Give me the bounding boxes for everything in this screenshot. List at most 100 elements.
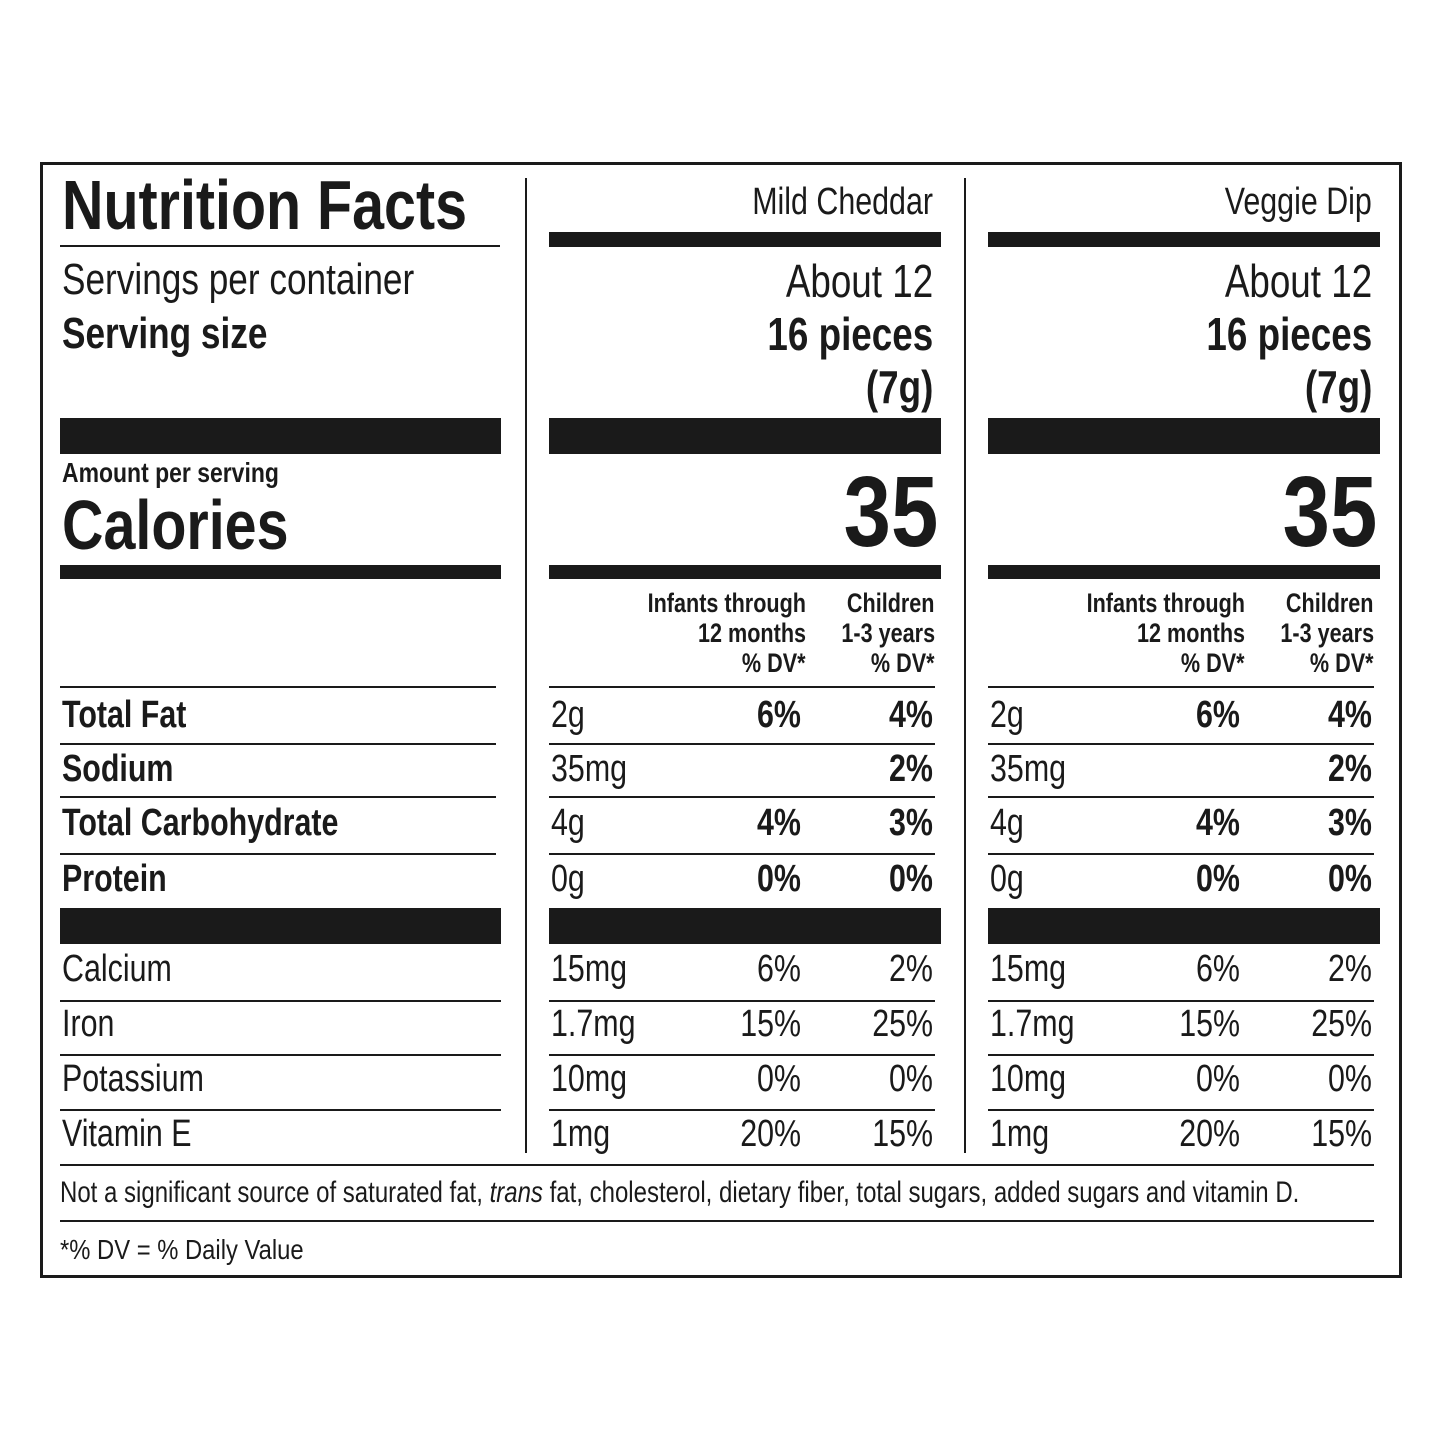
divider [988, 743, 1374, 745]
serving-size-value: 16 pieces [1206, 308, 1372, 360]
divider [549, 743, 935, 745]
product-name: Mild Cheddar [752, 181, 933, 223]
thick-divider [988, 418, 1380, 454]
nutrient-amount: 1mg [551, 1113, 611, 1155]
dv-children: 25% [1311, 1003, 1372, 1045]
dv-infants: 4% [757, 802, 801, 844]
dv-footnote: *% DV = % Daily Value [60, 1234, 304, 1265]
divider [60, 1164, 1374, 1166]
dv-header-infants: % DV* [742, 648, 806, 678]
servings-value: About 12 [1224, 255, 1372, 307]
nutrient-amount: 1.7mg [551, 1003, 636, 1045]
nutrient-amount: 1.7mg [990, 1003, 1075, 1045]
dv-children: 25% [872, 1003, 933, 1045]
nutrient-name: Sodium [62, 748, 174, 790]
divider [60, 796, 496, 798]
product-name: Veggie Dip [1224, 181, 1372, 223]
nutrient-amount: 2g [551, 694, 585, 736]
nutrient-amount: 35mg [551, 748, 628, 790]
dv-infants: 15% [740, 1003, 801, 1045]
divider [988, 853, 1374, 855]
dv-children: 2% [1328, 948, 1372, 990]
dv-header-infants: 12 months [1136, 618, 1245, 648]
calories-value: 35 [843, 456, 938, 568]
thick-divider [60, 908, 501, 944]
nutrient-name: Total Fat [62, 694, 187, 736]
nutrient-name: Potassium [62, 1058, 204, 1100]
dv-children: 2% [1328, 748, 1372, 790]
serving-size-value: 16 pieces [767, 308, 933, 360]
calories-label: Calories [62, 486, 289, 564]
dv-infants: 0% [757, 1058, 801, 1100]
not-significant-note: Not a significant source of saturated fa… [60, 1176, 1300, 1209]
dv-infants: 6% [1196, 948, 1240, 990]
divider [549, 1109, 935, 1111]
divider [60, 245, 500, 247]
nutrient-name: Vitamin E [62, 1113, 192, 1155]
dv-infants: 20% [740, 1113, 801, 1155]
dv-header-infants: Infants through [1086, 588, 1245, 618]
dv-header-children: % DV* [871, 648, 935, 678]
dv-infants: 4% [1196, 802, 1240, 844]
dv-header-children: Children [847, 588, 935, 618]
dv-children: 2% [889, 748, 933, 790]
divider [988, 686, 1374, 688]
nutrient-amount: 10mg [551, 1058, 628, 1100]
dv-header-children: 1-3 years [1280, 618, 1374, 648]
servings-per-container-label: Servings per container [62, 255, 415, 304]
nutrient-amount: 2g [990, 694, 1024, 736]
divider [549, 796, 935, 798]
dv-infants: 20% [1179, 1113, 1240, 1155]
dv-children: 0% [1328, 858, 1372, 900]
dv-infants: 6% [757, 948, 801, 990]
serving-weight-value: (7g) [1304, 361, 1372, 413]
serving-size-label: Serving size [62, 309, 268, 358]
medium-divider [549, 565, 941, 579]
column-separator [525, 178, 527, 1153]
thick-divider [60, 418, 501, 454]
divider [549, 1054, 935, 1056]
dv-infants: 6% [1196, 694, 1240, 736]
nutrient-name: Total Carbohydrate [62, 802, 339, 844]
nutrition-facts-label [40, 162, 1402, 1278]
dv-header-infants: Infants through [647, 588, 806, 618]
medium-divider [988, 565, 1380, 579]
nutrient-name: Calcium [62, 948, 172, 990]
nutrient-amount: 15mg [990, 948, 1067, 990]
nutrient-amount: 15mg [551, 948, 628, 990]
dv-children: 0% [889, 1058, 933, 1100]
divider [988, 1109, 1374, 1111]
thick-divider [988, 908, 1380, 944]
divider [988, 1054, 1374, 1056]
dv-infants: 6% [757, 694, 801, 736]
column-separator [964, 178, 966, 1153]
nutrient-amount: 0g [990, 858, 1024, 900]
nutrient-amount: 10mg [990, 1058, 1067, 1100]
divider [60, 743, 496, 745]
divider [60, 1220, 1374, 1222]
divider [988, 1000, 1374, 1002]
nutrient-amount: 1mg [990, 1113, 1050, 1155]
nutrient-amount: 0g [551, 858, 585, 900]
dv-infants: 15% [1179, 1003, 1240, 1045]
amount-per-serving-label: Amount per serving [62, 457, 279, 488]
nutrient-name: Iron [62, 1003, 115, 1045]
divider [60, 1054, 501, 1056]
divider [549, 853, 935, 855]
dv-header-infants: 12 months [697, 618, 806, 648]
divider [549, 686, 935, 688]
medium-divider [60, 565, 501, 579]
nutrient-amount: 4g [551, 802, 585, 844]
dv-children: 15% [1311, 1113, 1372, 1155]
dv-header-infants: % DV* [1181, 648, 1245, 678]
dv-children: 3% [1328, 802, 1372, 844]
nutrient-amount: 4g [990, 802, 1024, 844]
nutrient-amount: 35mg [990, 748, 1067, 790]
dv-header-children: Children [1286, 588, 1374, 618]
dv-header-children: 1-3 years [841, 618, 935, 648]
thick-divider [549, 908, 941, 944]
dv-header-children: % DV* [1310, 648, 1374, 678]
divider [60, 686, 496, 688]
divider [60, 1109, 501, 1111]
dv-children: 4% [889, 694, 933, 736]
